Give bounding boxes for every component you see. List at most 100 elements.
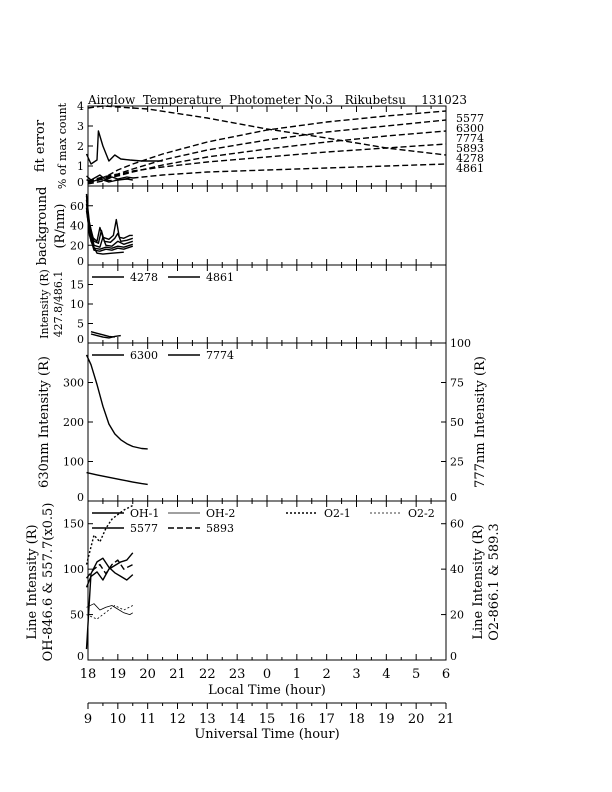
y-axis-label-right: O2-866.1 & 589.3 [487, 523, 502, 641]
x-tick-label-universal: 20 [408, 712, 425, 727]
y-tick-label-right: 0 [450, 491, 457, 504]
series-line-OH-1 [85, 552, 134, 588]
series-line-p1-2 [85, 199, 134, 248]
y-axis-label-left: Line Intensity (R) [25, 524, 40, 639]
legend-label-5577: 5577 [130, 522, 158, 535]
series-line-4278 [90, 331, 115, 338]
x-tick-label-local: 3 [352, 667, 360, 682]
y-tick-label-left: 100 [63, 563, 84, 576]
y-tick-label-right: 75 [450, 377, 464, 390]
series-end-label-6300: 6300 [456, 122, 484, 135]
x-tick-label-universal: 15 [259, 712, 276, 727]
series-line-7774 [86, 471, 148, 486]
y-tick-label-left: 0 [77, 255, 84, 268]
y-tick-label-left: 0 [77, 650, 84, 663]
y-tick-label-left: 150 [63, 518, 84, 531]
series-end-label-4278: 4278 [456, 152, 484, 165]
legend-label-OH-1: OH-1 [130, 507, 159, 520]
x-tick-label-universal: 10 [110, 712, 127, 727]
chart-title: Airglow Temperature Photometer No.3 Riku… [87, 93, 467, 107]
series-line-p0-6 [85, 130, 163, 165]
series-end-label-5893: 5893 [456, 142, 484, 155]
y-axis-label: background [35, 187, 50, 266]
x-tick-label-local: 4 [382, 667, 390, 682]
y-axis-label: Intensity (R) [38, 269, 51, 339]
series-line-4278 [87, 105, 447, 156]
y-tick-label-left: 20 [70, 239, 84, 252]
x-tick-label-universal: 18 [348, 712, 365, 727]
legend-label-O2-1: O2-1 [324, 507, 351, 520]
y-tick-label-left: 0 [77, 333, 84, 346]
x-tick-label-local: 23 [229, 667, 246, 682]
y-axis-label-right: Line Intensity (R) [471, 524, 486, 639]
series-line-p1-5 [85, 210, 124, 255]
series-line-O2-2 [86, 605, 133, 620]
y-tick-label-left: 2 [77, 140, 84, 153]
x-tick-label-local: 2 [323, 667, 331, 682]
series-line-5893 [85, 559, 134, 579]
y-tick-label-left: 100 [63, 456, 84, 469]
x-tick-label-local: 0 [263, 667, 271, 682]
x-tick-label-universal: 14 [229, 712, 246, 727]
y-tick-label-right: 60 [450, 518, 464, 531]
series-line-p0-7 [86, 174, 133, 181]
x-axis-label-local: Local Time (hour) [208, 683, 326, 698]
series-line-6300 [85, 354, 148, 450]
series-end-label-4861: 4861 [456, 162, 484, 175]
x-axis-label-universal: Universal Time (hour) [194, 727, 339, 742]
x-tick-label-universal: 13 [199, 712, 216, 727]
y-tick-label-left: 200 [63, 416, 84, 429]
x-tick-label-universal: 11 [139, 712, 156, 727]
y-tick-label-left: 4 [77, 100, 84, 113]
legend-label-4278: 4278 [130, 271, 158, 284]
series-line-p0-8 [86, 178, 133, 183]
series-line-4861 [87, 163, 447, 185]
series-line-p1-1 [85, 195, 134, 245]
y-axis-label-left: 630nm Intensity (R) [37, 356, 52, 488]
y-tick-label-right: 100 [450, 337, 471, 350]
legend-label-5893: 5893 [206, 522, 234, 535]
y-tick-label-left: 0 [77, 491, 84, 504]
y-axis-label: fit error [33, 119, 48, 172]
x-tick-label-local: 19 [110, 667, 127, 682]
y-axis-label-right: 777nm Intensity (R) [473, 356, 488, 488]
x-tick-label-local: 6 [442, 667, 450, 682]
x-tick-label-universal: 21 [438, 712, 455, 727]
legend-label-6300: 6300 [130, 349, 158, 362]
series-line-4861 [90, 333, 121, 339]
y-tick-label-left: 300 [63, 377, 84, 390]
x-tick-label-local: 21 [169, 667, 186, 682]
panel-frame-1 [87, 185, 447, 266]
series-line-p1-0 [85, 193, 133, 243]
y-axis-label: % of max count [56, 102, 69, 189]
x-tick-label-local: 5 [412, 667, 420, 682]
series-end-label-7774: 7774 [456, 132, 484, 145]
y-axis-label-left: OH-846.6 & 557.7(x0.5) [41, 503, 56, 662]
y-tick-label-right: 25 [450, 456, 464, 469]
legend-label-OH-2: OH-2 [206, 507, 235, 520]
y-tick-label-left: 60 [70, 200, 84, 213]
y-tick-label-left: 0 [77, 176, 84, 189]
legend-label-O2-2: O2-2 [408, 507, 435, 520]
x-tick-label-local: 22 [199, 667, 216, 682]
series-line-5577 [99, 110, 447, 180]
x-tick-label-universal: 9 [84, 712, 92, 727]
y-tick-label-left: 3 [77, 120, 84, 133]
y-tick-label-left: 40 [70, 220, 84, 233]
y-axis-label: 427.8/486.1 [52, 271, 65, 338]
panel-frame-3 [87, 342, 447, 502]
y-tick-label-right: 20 [450, 609, 464, 622]
x-tick-label-local: 20 [139, 667, 156, 682]
x-tick-label-universal: 12 [169, 712, 186, 727]
y-tick-label-left: 5 [77, 318, 84, 331]
y-tick-label-left: 15 [70, 279, 84, 292]
y-tick-label-left: 1 [77, 160, 84, 173]
x-tick-label-local: 18 [80, 667, 97, 682]
y-tick-label-right: 50 [450, 416, 464, 429]
y-tick-label-right: 0 [450, 650, 457, 663]
x-tick-label-local: 1 [293, 667, 301, 682]
y-tick-label-left: 50 [70, 609, 84, 622]
x-tick-label-universal: 19 [378, 712, 395, 727]
